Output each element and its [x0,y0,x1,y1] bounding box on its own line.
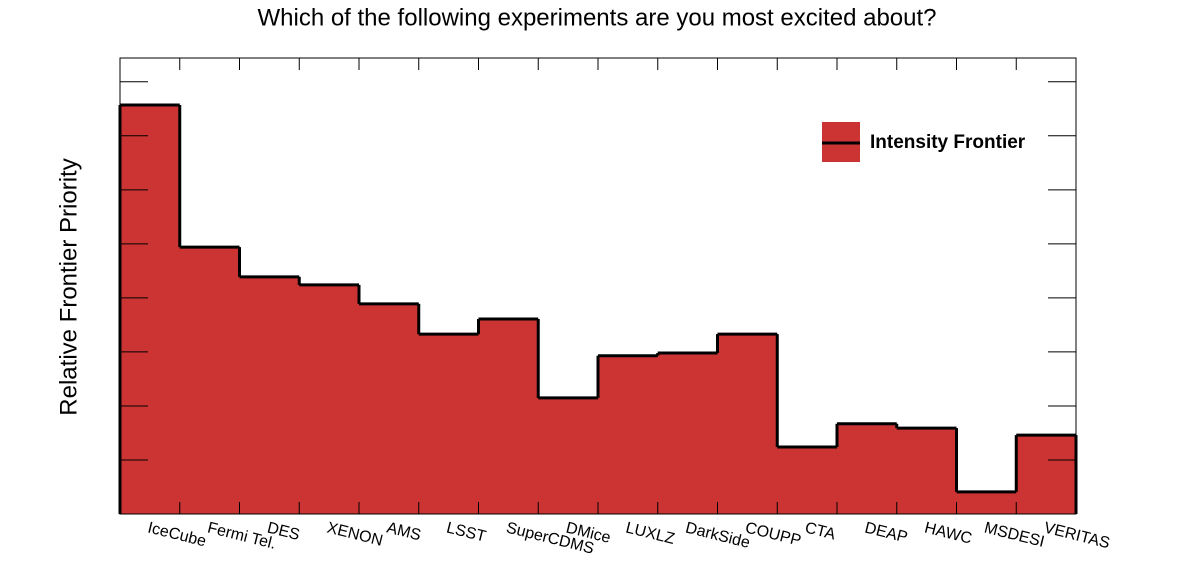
bar [717,334,778,514]
bar [598,355,659,514]
bar [837,423,898,514]
bar [418,334,479,514]
bar [538,397,599,514]
legend-label: Intensity Frontier [870,132,1026,153]
bar [239,276,300,514]
chart-title: Which of the following experiments are y… [257,4,936,31]
bar [956,491,1017,514]
y-axis-label: Relative Frontier Priority [55,158,82,415]
bar [896,428,957,514]
bar [299,284,360,514]
bar [478,318,539,514]
bar [777,447,838,514]
bar [359,303,420,514]
bar [657,352,718,514]
bar [179,247,240,514]
bar [1016,435,1077,514]
bar [120,105,181,515]
